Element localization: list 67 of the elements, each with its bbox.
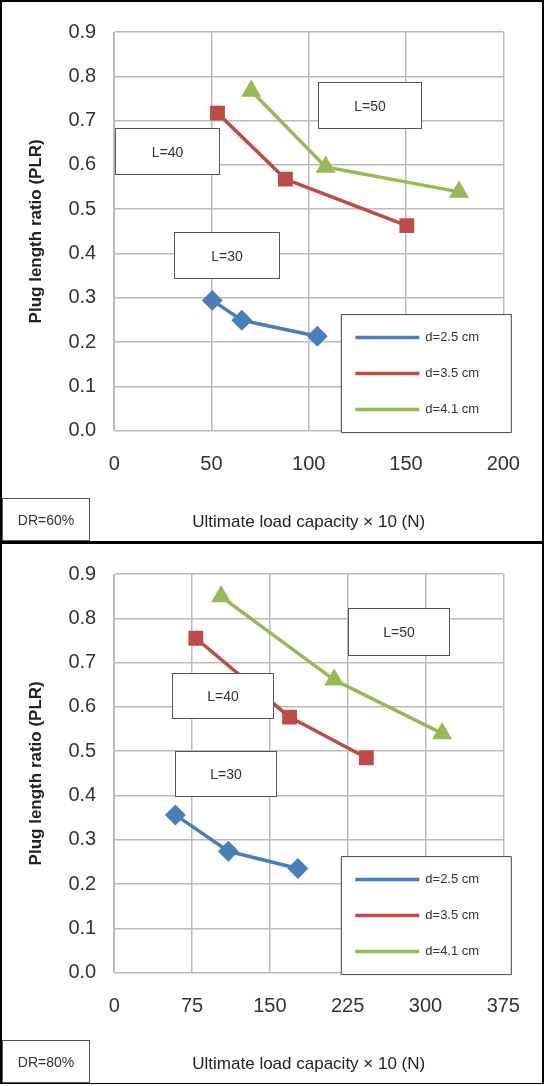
point: [218, 841, 239, 861]
x-tick-label: 0: [108, 452, 120, 475]
point: [433, 723, 451, 740]
legend-label: d=4.1 cm: [425, 943, 480, 959]
point: [232, 310, 252, 331]
y-tick-label: 0.2: [68, 871, 97, 894]
legend-label: d=4.1 cm: [425, 401, 480, 417]
point: [317, 157, 335, 173]
x-tick-label: 150: [389, 452, 423, 475]
x-tick-label: 300: [408, 994, 443, 1017]
legend-label: d=2.5 cm: [425, 329, 480, 345]
legend-label: d=3.5 cm: [425, 907, 480, 923]
point: [242, 81, 260, 97]
x-axis-title: Ultimate load capacity × 10 (N): [192, 512, 426, 532]
x-tick-label: 200: [486, 452, 520, 475]
y-tick-label: 0.3: [68, 827, 97, 850]
point: [325, 670, 343, 686]
legend-label: d=2.5 cm: [425, 871, 480, 887]
y-tick-label: 0.4: [68, 240, 97, 263]
y-tick-label: 0.8: [68, 63, 97, 86]
y-tick-label: 0.7: [68, 650, 97, 673]
y-tick-label: 0.9: [68, 19, 97, 42]
point: [450, 182, 468, 198]
text-box: L=30: [175, 751, 277, 797]
x-tick-label: 225: [330, 994, 365, 1017]
point: [188, 630, 204, 646]
y-tick-label: 0.5: [68, 196, 97, 219]
text-box: L=40: [115, 128, 220, 175]
x-tick-label: 50: [200, 452, 223, 475]
legend-label: d=3.5 cm: [425, 365, 480, 381]
point: [202, 290, 223, 311]
x-tick-label: 0: [108, 994, 120, 1017]
y-axis-title: Plug length ratio (PLR): [25, 681, 45, 866]
y-tick-label: 0.5: [68, 738, 97, 761]
y-tick-label: 0.7: [68, 108, 97, 131]
y-tick-label: 0.1: [68, 915, 97, 938]
y-tick-label: 0.8: [68, 605, 97, 628]
y-tick-label: 0.3: [68, 285, 97, 308]
y-tick-label: 0.0: [68, 418, 97, 441]
point: [282, 709, 297, 725]
y-tick-label: 0.6: [68, 694, 97, 717]
text-box: L=40: [172, 673, 274, 719]
y-axis-title: Plug length ratio (PLR): [25, 139, 45, 324]
point: [307, 326, 328, 347]
y-tick-label: 0.2: [68, 329, 97, 352]
y-tick-label: 0.4: [68, 782, 97, 805]
point: [288, 858, 308, 879]
point: [212, 586, 230, 603]
x-tick-label: 75: [180, 994, 204, 1017]
point: [210, 105, 225, 121]
text-box: L=50: [318, 82, 422, 129]
y-tick-label: 0.1: [68, 373, 97, 396]
x-tick-label: 100: [292, 452, 326, 475]
text-box: DR=80%: [2, 1040, 90, 1083]
text-box: L=30: [174, 232, 280, 279]
point: [278, 171, 293, 187]
point: [165, 805, 186, 825]
point: [358, 750, 374, 766]
x-tick-label: 375: [486, 994, 520, 1017]
text-box: DR=60%: [2, 498, 90, 541]
y-tick-label: 0.6: [68, 152, 97, 175]
x-tick-label: 150: [253, 994, 287, 1017]
x-axis-title: Ultimate load capacity × 10 (N): [192, 1054, 426, 1074]
y-tick-label: 0.9: [68, 561, 97, 584]
point: [399, 218, 415, 233]
y-tick-label: 0.0: [68, 960, 97, 983]
text-box: L=50: [348, 608, 450, 656]
